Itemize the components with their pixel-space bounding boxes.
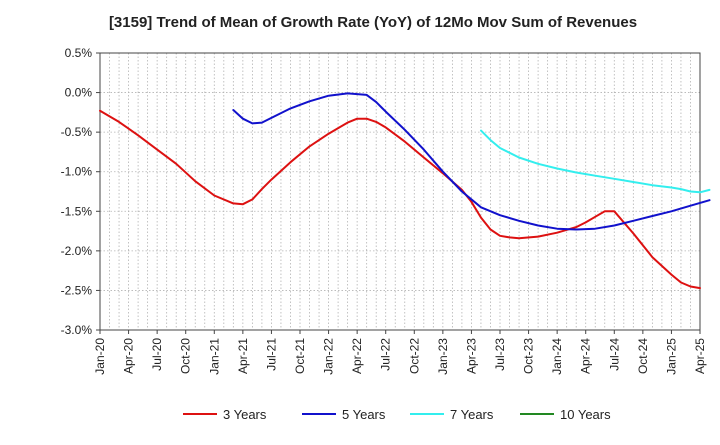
plot-frame	[99, 52, 701, 331]
x-tick-label: Apr-21	[236, 338, 250, 374]
x-tick-label: Jul-24	[607, 338, 621, 371]
legend-label: 3 Years	[223, 407, 267, 422]
legend: 3 Years 5 Years 7 Years 10 Years	[183, 407, 611, 422]
plot-border	[99, 52, 701, 331]
x-tick-label: Jul-23	[493, 338, 507, 371]
x-tick-label: Jul-21	[264, 338, 278, 371]
x-tick-label: Jul-22	[379, 338, 393, 371]
legend-item-10-years: 10 Years	[520, 407, 611, 422]
x-tick-label: Oct-23	[522, 338, 536, 374]
x-tick-label: Jan-24	[550, 338, 564, 375]
y-tick-label: -1.0%	[61, 165, 93, 179]
chart-title: [3159] Trend of Mean of Growth Rate (YoY…	[109, 14, 637, 31]
series-line-5-years	[232, 92, 711, 231]
x-tick-label: Jan-20	[93, 338, 107, 375]
grid-layer	[99, 52, 701, 331]
y-tick-label: -2.5%	[61, 283, 93, 297]
legend-item-3-years: 3 Years	[183, 407, 267, 422]
x-axis: Jan-20 Apr-20 Jul-20 Oct-20 Jan-21 Apr-21 Jul-…	[93, 330, 707, 375]
x-tick-label: Oct-24	[636, 338, 650, 374]
x-tick-label: Jan-22	[322, 338, 336, 375]
legend-label: 10 Years	[560, 407, 611, 422]
x-tick-label: Apr-24	[579, 338, 593, 374]
x-tick-label: Jul-20	[150, 338, 164, 371]
y-tick-label: 0.0%	[65, 86, 93, 100]
series-line-7-years	[480, 129, 711, 194]
legend-item-7-years: 7 Years	[410, 407, 494, 422]
x-tick-label: Oct-21	[293, 338, 307, 374]
y-tick-label: -1.5%	[61, 204, 93, 218]
series-line-3-years	[99, 109, 701, 290]
x-tick-label: Apr-20	[122, 338, 136, 374]
x-tick-label: Jan-21	[207, 338, 221, 375]
y-axis: 0.5% 0.0% -0.5% -1.0% -1.5% -2.0% -2.5% -3.0%	[61, 46, 100, 337]
x-tick-label: Jan-23	[436, 338, 450, 375]
legend-label: 5 Years	[342, 407, 386, 422]
x-tick-label: Jan-25	[664, 338, 678, 375]
legend-label: 7 Years	[450, 407, 494, 422]
y-tick-label: -2.0%	[61, 244, 93, 258]
x-tick-label: Apr-23	[464, 338, 478, 374]
x-tick-label: Apr-25	[693, 338, 707, 374]
y-tick-label: -0.5%	[61, 125, 93, 139]
y-tick-label: -3.0%	[61, 323, 93, 337]
series-layer	[99, 92, 711, 290]
legend-item-5-years: 5 Years	[302, 407, 386, 422]
x-tick-label: Oct-22	[407, 338, 421, 374]
x-tick-label: Oct-20	[179, 338, 193, 374]
x-tick-label: Apr-22	[350, 338, 364, 374]
y-tick-label: 0.5%	[65, 46, 93, 60]
